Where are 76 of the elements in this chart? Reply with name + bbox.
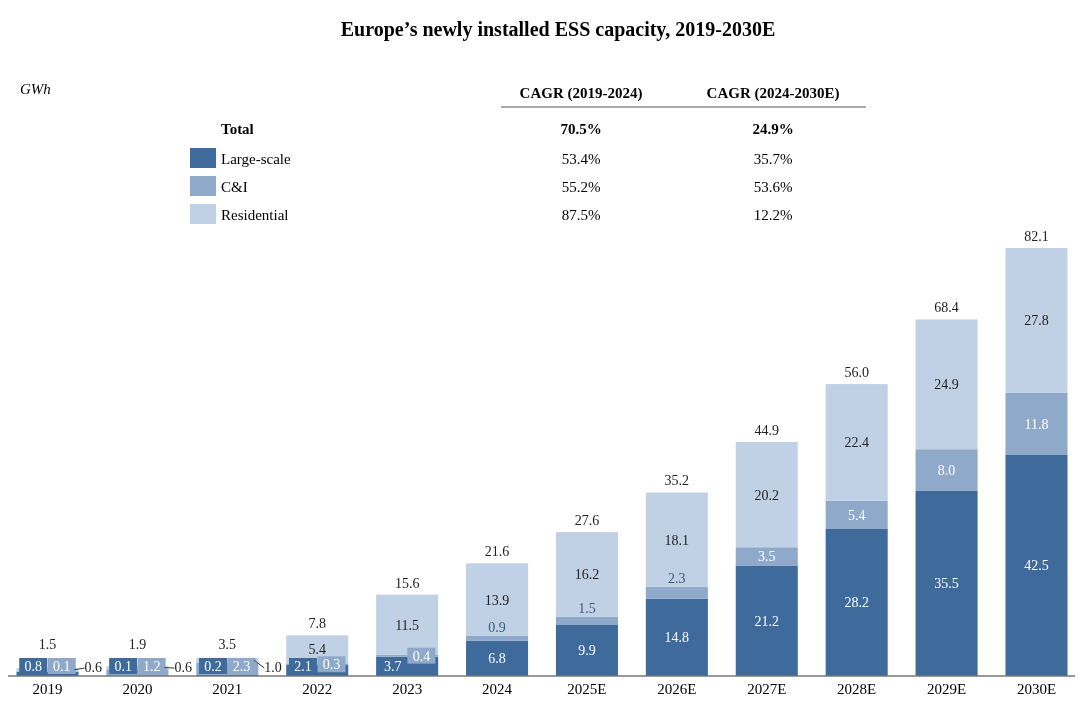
data-label: 1.2 — [142, 659, 161, 674]
text: 35.7% — [753, 151, 793, 167]
total-label: 21.6 — [484, 544, 510, 560]
data-label: 28.2 — [844, 595, 869, 611]
data-label: 0.4 — [412, 648, 431, 664]
x-tick-label: 2020 — [122, 681, 153, 697]
data-label: 42.5 — [1024, 558, 1049, 574]
chart-title: Europe’s newly installed ESS capacity, 2019-2030E — [340, 18, 776, 41]
total-label: 1.5 — [38, 637, 57, 652]
total-label: 44.9 — [754, 422, 780, 438]
data-label: 18.1 — [664, 532, 690, 548]
x-tick-label: 2021 — [212, 681, 243, 697]
data-label: 14.8 — [664, 630, 690, 646]
text: 87.5% — [561, 207, 601, 223]
data-label: 11.8 — [1024, 416, 1049, 432]
total-label: 82.1 — [1024, 229, 1049, 244]
x-tick-label: 2027E — [747, 681, 787, 697]
total-label: 3.5 — [218, 637, 237, 652]
data-label: 8.0 — [937, 463, 956, 479]
data-label: 0.1 — [114, 659, 132, 674]
total-label: 68.4 — [934, 300, 959, 316]
data-label: 6.8 — [488, 651, 506, 667]
x-tick-label: 2023 — [392, 681, 423, 697]
text: GWh — [20, 81, 51, 97]
x-tick-label: 2029E — [926, 681, 967, 697]
total-label: 7.8 — [308, 616, 326, 632]
data-label: 0.3 — [322, 657, 341, 673]
x-tick-label: 2026E — [657, 681, 697, 697]
data-label: 27.8 — [1024, 313, 1049, 329]
data-label: 2.1 — [294, 659, 312, 674]
data-label: 16.2 — [574, 567, 600, 583]
data-label: 2.3 — [232, 659, 251, 674]
data-label: 22.4 — [844, 435, 869, 451]
data-label: 35.5 — [934, 576, 959, 592]
data-label: 20.2 — [754, 487, 780, 503]
text: CAGR (2024-2030E) — [706, 85, 840, 102]
text: CAGR (2019-2024) — [519, 85, 643, 102]
x-tick-label: 2030E — [1016, 681, 1057, 697]
x-tick-label: 2019 — [32, 681, 63, 697]
text: Total — [221, 121, 254, 137]
data-label: 0.1 — [53, 659, 71, 674]
total-label: 27.6 — [574, 513, 600, 529]
x-tick-label: 2022 — [302, 681, 333, 697]
data-label: 1.0 — [264, 660, 282, 675]
x-tick-label: 2028E — [837, 681, 877, 697]
text: 53.4% — [561, 151, 601, 167]
data-label: 24.9 — [934, 377, 959, 393]
legend-label: Residential — [221, 207, 289, 223]
text: 24.9% — [752, 121, 794, 137]
data-label: 3.5 — [758, 549, 776, 565]
data-label: 5.4 — [308, 642, 326, 658]
data-label: 1.5 — [578, 600, 596, 616]
text: 55.2% — [561, 179, 601, 195]
data-label: 11.5 — [395, 617, 420, 633]
data-label: 0.2 — [204, 659, 222, 674]
data-label: 21.2 — [754, 613, 780, 629]
text: 70.5% — [560, 121, 602, 137]
total-label: 1.9 — [128, 637, 147, 652]
total-label: 56.0 — [844, 365, 869, 381]
legend-label: Large-scale — [221, 151, 292, 167]
data-label: 9.9 — [578, 643, 596, 659]
text: 53.6% — [753, 179, 793, 195]
legend-label: C&I — [221, 179, 248, 195]
total-label: 35.2 — [664, 473, 690, 489]
data-label: 0.6 — [174, 660, 192, 675]
total-label: 15.6 — [394, 575, 420, 591]
data-label: 0.9 — [488, 619, 506, 635]
x-tick-label: 2025E — [567, 681, 607, 697]
x-tick-label: 2024 — [482, 681, 513, 697]
data-label: 0.8 — [24, 659, 42, 674]
data-label: 13.9 — [484, 592, 510, 608]
data-label: 5.4 — [847, 507, 866, 523]
data-label: 0.6 — [84, 660, 103, 675]
data-label: 2.3 — [668, 570, 686, 586]
data-label: 3.7 — [384, 659, 402, 675]
text: 12.2% — [753, 207, 793, 223]
